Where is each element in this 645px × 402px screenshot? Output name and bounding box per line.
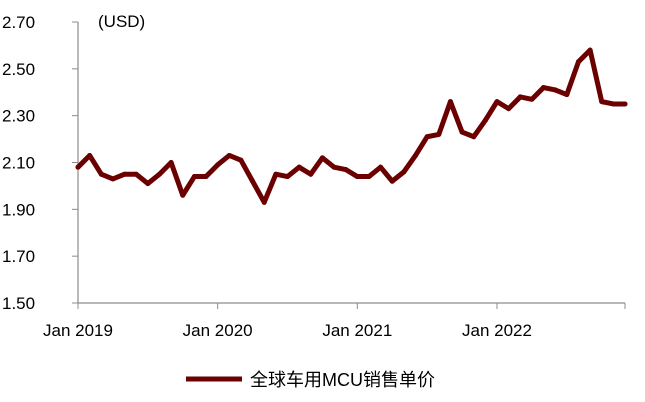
data-point — [413, 152, 419, 158]
data-point — [482, 117, 488, 123]
x-tick-label: Jan 2021 — [322, 321, 392, 340]
data-point — [215, 162, 221, 168]
data-point — [622, 101, 628, 107]
data-point — [122, 171, 128, 177]
data-point — [447, 99, 453, 105]
y-tick-label: 2.70 — [2, 13, 35, 32]
data-point — [168, 160, 174, 165]
data-point — [436, 131, 442, 137]
data-point — [250, 178, 256, 184]
data-point — [203, 174, 209, 180]
data-point — [308, 171, 314, 177]
x-tick-label: Jan 2019 — [43, 321, 113, 340]
y-tick-label: 2.50 — [2, 60, 35, 79]
unit-label: (USD) — [98, 12, 145, 31]
legend: 全球车用MCU销售单价 — [186, 370, 435, 390]
data-point — [284, 174, 290, 180]
data-point — [587, 47, 593, 53]
data-point — [191, 174, 197, 180]
data-point — [98, 171, 104, 177]
y-tick-label: 2.30 — [2, 107, 35, 126]
data-point — [494, 99, 500, 105]
data-point — [156, 171, 162, 177]
data-point — [226, 152, 232, 158]
y-tick-label: 2.10 — [2, 154, 35, 173]
y-tick-label: 1.70 — [2, 247, 35, 266]
data-point — [343, 167, 349, 173]
data-point — [610, 101, 616, 107]
x-tick-label: Jan 2020 — [183, 321, 253, 340]
x-axis: Jan 2019 Jan 2020 Jan 2021 Jan 2022 — [43, 302, 626, 340]
data-point — [575, 59, 581, 65]
data-point — [331, 164, 337, 170]
data-point — [529, 96, 535, 102]
data-point — [517, 94, 523, 100]
data-point — [471, 134, 477, 140]
data-point — [564, 92, 570, 98]
data-point — [401, 169, 407, 175]
y-tick-label: 1.50 — [2, 294, 35, 313]
data-point — [145, 181, 151, 187]
data-point — [541, 85, 547, 91]
data-point — [552, 87, 558, 93]
data-point — [238, 157, 244, 163]
data-point — [87, 152, 93, 158]
data-point — [378, 164, 384, 170]
data-point — [459, 129, 465, 135]
data-point — [599, 99, 605, 105]
data-point — [389, 178, 395, 184]
data-point — [273, 171, 279, 177]
y-tick-label: 1.90 — [2, 200, 35, 219]
data-point — [133, 171, 139, 177]
data-point — [296, 164, 302, 170]
series-line — [75, 47, 628, 205]
y-axis: 1.50 1.70 1.90 2.10 2.30 2.50 2.70 — [2, 13, 79, 313]
data-point — [354, 174, 360, 180]
x-tick-label: Jan 2022 — [462, 321, 532, 340]
data-point — [180, 192, 186, 198]
data-point — [319, 155, 325, 161]
data-point — [75, 164, 81, 170]
data-point — [506, 106, 512, 112]
data-point — [366, 174, 372, 180]
data-point — [424, 134, 430, 140]
series-layer — [75, 47, 628, 205]
data-point — [261, 199, 267, 205]
legend-label: 全球车用MCU销售单价 — [250, 370, 435, 390]
data-point — [110, 176, 116, 182]
